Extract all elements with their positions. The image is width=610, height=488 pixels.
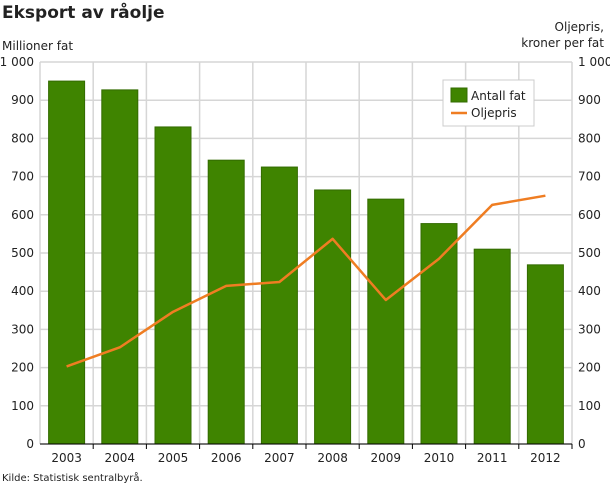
y-tick-label-left: 0 — [26, 437, 34, 451]
bar-2005 — [154, 126, 192, 445]
legend-label-antall-fat: Antall fat — [471, 89, 526, 103]
y-tick-label-left: 200 — [11, 361, 34, 375]
bar-2012 — [526, 264, 564, 445]
y-axis-label-right-line2: kroner per fat — [521, 36, 604, 50]
y-tick-label-right: 1 000 — [578, 55, 610, 69]
bar-2003 — [48, 80, 86, 445]
x-tick-label: 2007 — [264, 451, 295, 465]
y-tick-label-right: 200 — [578, 361, 601, 375]
legend-box — [442, 79, 535, 127]
x-tick-label: 2008 — [317, 451, 348, 465]
x-tick-label: 2011 — [477, 451, 508, 465]
y-tick-label-right: 0 — [578, 437, 586, 451]
y-tick-label-right: 500 — [578, 246, 601, 260]
y-axis-label-right-line1: Oljepris, — [555, 20, 604, 34]
y-tick-label-left: 1 000 — [0, 55, 34, 69]
y-tick-label-left: 700 — [11, 170, 34, 184]
y-tick-label-left: 500 — [11, 246, 34, 260]
x-tick-label: 2009 — [371, 451, 402, 465]
y-tick-label-left: 600 — [11, 208, 34, 222]
y-tick-label-right: 900 — [578, 93, 601, 107]
y-tick-label-right: 600 — [578, 208, 601, 222]
y-tick-label-right: 800 — [578, 131, 601, 145]
x-tick-label: 2003 — [51, 451, 82, 465]
y-tick-label-right: 700 — [578, 170, 601, 184]
bar-2004 — [101, 89, 139, 445]
y-tick-label-left: 800 — [11, 131, 34, 145]
bar-2009 — [367, 198, 405, 445]
bar-2006 — [207, 159, 245, 445]
y-tick-label-left: 400 — [11, 284, 34, 298]
y-tick-label-right: 400 — [578, 284, 601, 298]
x-tick-label: 2012 — [530, 451, 561, 465]
bar-2007 — [260, 166, 298, 445]
x-tick-label: 2006 — [211, 451, 242, 465]
x-tick-label: 2010 — [424, 451, 455, 465]
y-tick-label-left: 900 — [11, 93, 34, 107]
x-tick-label: 2004 — [105, 451, 136, 465]
bar-2008 — [314, 189, 352, 445]
chart-title: Eksport av råolje — [2, 3, 165, 23]
legend-swatch-antall-fat — [450, 87, 468, 103]
source-note: Kilde: Statistisk sentralbyrå. — [2, 473, 143, 484]
y-axis-label-left: Millioner fat — [2, 39, 73, 53]
bar-2011 — [473, 248, 511, 445]
y-tick-label-right: 100 — [578, 399, 601, 413]
x-tick-label: 2005 — [158, 451, 189, 465]
legend-label-oljepris: Oljepris — [471, 106, 517, 120]
bar-2010 — [420, 223, 458, 445]
y-tick-label-left: 100 — [11, 399, 34, 413]
y-tick-label-right: 300 — [578, 322, 601, 336]
line-oljepris — [66, 194, 546, 368]
y-tick-label-left: 300 — [11, 322, 34, 336]
